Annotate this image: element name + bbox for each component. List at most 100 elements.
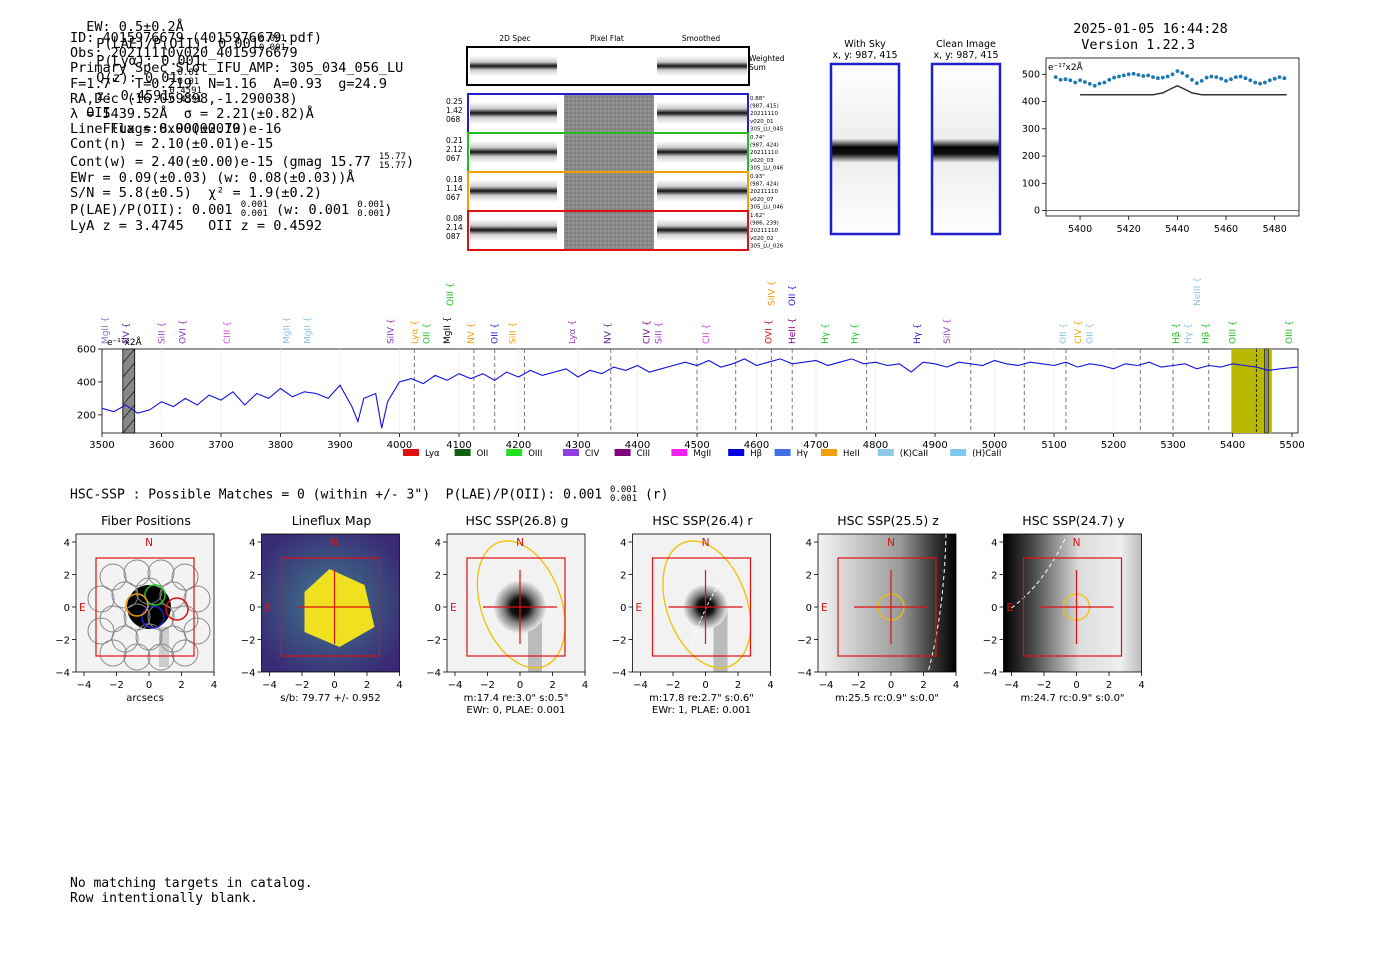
cutout-right-label: 0.93" <box>750 174 765 180</box>
zoom-data-point <box>1185 74 1189 78</box>
hsc-panels: Fiber Positions N E 4 2 0 −2 −4 −4 −2 0 2 4 arcsecs Li… <box>55 513 1144 716</box>
legend-swatch <box>506 449 523 456</box>
weighted-sum-row: Weighted Sum <box>466 46 785 86</box>
with-sky-title: With Sky <box>844 39 886 50</box>
detection-info: ID: 4015976679 (4015976679.pdf) Obs: 202… <box>70 30 414 234</box>
hsc-title: HSC-SSP : Possible Matches = 0 (within +… <box>70 485 669 504</box>
line-id-label: OVI { <box>178 320 188 344</box>
zoom-data-point <box>1126 72 1131 77</box>
cutout-left-label: 0.08 <box>446 214 463 223</box>
sum-label: Sum <box>749 63 766 72</box>
hsc-ytick-label: −2 <box>797 636 812 647</box>
hsc-ytick-label: −4 <box>797 668 812 679</box>
hsc-xtick-label: 0 <box>888 680 894 691</box>
hsc-xtick-label: −4 <box>819 680 834 691</box>
zoom-data-point <box>1272 76 1277 81</box>
zoom-xtick-label: 5460 <box>1214 224 1238 235</box>
hsc-ytick-label: 0 <box>806 603 812 614</box>
version: Version 1.22.3 <box>1081 37 1196 53</box>
line-id-label: MgII { <box>282 317 292 344</box>
cutout-right-label: 20211110 <box>750 189 778 195</box>
header-bar: EW: 0.5±0.2Å P(LAE)/P(OII): 0.0010.001 0.… <box>70 3 286 137</box>
hsc-ytick-label: −4 <box>612 668 627 679</box>
cutout-left-label: 067 <box>446 154 461 163</box>
info-contn: Cont(n) = 2.10(±0.01)e-15 <box>70 136 274 153</box>
hsc-xtick-label: 2 <box>364 680 370 691</box>
cutout-pixel-flat <box>564 212 654 249</box>
hsc-xtick-label: 0 <box>146 680 152 691</box>
zoom-data-point <box>1073 80 1078 85</box>
cutout-right-label: 305_LU_046 <box>750 165 784 171</box>
line-id-label: Hγ { <box>913 323 923 344</box>
east-label: E <box>821 602 828 614</box>
legend-swatch <box>877 449 894 456</box>
zoom-data-point <box>1219 76 1224 81</box>
with-sky-xy: x, y: 987, 415 <box>832 50 897 61</box>
hsc-ytick-label: −4 <box>983 668 998 679</box>
cutout-2d-spec <box>470 102 557 124</box>
hsc-panel: HSC SSP(26.8) g N E 4 2 0 −2 −4 −4 −2 0 2 4 m:17.4 re… <box>426 513 588 716</box>
info-lambda: λ = 5439.52Å σ = 2.21(±0.82)Å <box>70 106 314 123</box>
hsc-xtick-label: −2 <box>666 680 681 691</box>
legend-swatch <box>563 449 579 456</box>
north-label: N <box>702 537 710 549</box>
legend-swatch <box>950 449 967 456</box>
cutout-right-label: 0.88" <box>750 96 765 102</box>
hsc-ytick-label: −4 <box>426 668 441 679</box>
hsc-ytick-label: 0 <box>620 603 626 614</box>
cutout-left-label: 0.21 <box>446 136 463 145</box>
line-id-label: OII { <box>1086 323 1096 344</box>
zoom-ytick-label: 300 <box>1022 124 1040 135</box>
line-id-label: Hβ { <box>1202 323 1212 344</box>
zoom-plot-frame <box>1045 57 1300 217</box>
full-ytick-label: 600 <box>77 345 96 356</box>
full-xtick-label: 3600 <box>149 440 174 451</box>
z-value: z: 0.4591 <box>96 88 170 104</box>
cutout-pixel-flat <box>564 173 654 210</box>
full-xtick-label: 5000 <box>982 440 1007 451</box>
hsc-ytick-label: 2 <box>991 571 997 582</box>
hsc-caption: arcsecs <box>126 693 164 704</box>
legend-label: HeII <box>843 449 860 459</box>
north-label: N <box>145 537 153 549</box>
full-xtick-label: 5100 <box>1041 440 1066 451</box>
cutout-2d-spec <box>470 141 557 163</box>
hsc-ytick-label: 4 <box>249 538 255 549</box>
zoom-data-point <box>1160 75 1165 80</box>
cutout-left-label: 2.14 <box>446 223 463 232</box>
north-label: N <box>887 537 895 549</box>
cutout-frame <box>467 210 749 251</box>
zoom-data-point <box>1209 74 1214 79</box>
hsc-ytick-label: −2 <box>426 636 441 647</box>
zoom-data-point <box>1258 81 1262 86</box>
line-id-label: OII { <box>491 323 501 344</box>
spectra-cutouts: 2D Spec Pixel Flat Smoothed Weighted Sum… <box>446 34 785 251</box>
legend-swatch <box>728 449 745 456</box>
hsc-xtick-label: −4 <box>448 680 463 691</box>
line-id-label: OIII { <box>446 282 456 306</box>
cutout-smoothed <box>657 102 747 124</box>
zoom-data-point <box>1199 79 1204 83</box>
legend-swatch <box>614 449 631 456</box>
full-xtick-label: 5200 <box>1101 440 1126 451</box>
hsc-panel-frame <box>632 533 771 673</box>
zoom-data-point <box>1117 74 1121 79</box>
hsc-ytick-label: 2 <box>435 571 441 582</box>
full-xtick-label: 3500 <box>89 440 114 451</box>
line-id-label: CII { <box>702 324 712 344</box>
full-ytick-label: 400 <box>77 377 96 388</box>
line-id-label: OIII { <box>1285 320 1295 344</box>
spectrum-line <box>101 358 1299 429</box>
legend-label: OIII <box>528 449 542 459</box>
line-id-label: CIII { <box>223 321 233 344</box>
zoom-data-point <box>1156 76 1160 81</box>
north-label: N <box>516 537 524 549</box>
full-xtick-label: 3700 <box>208 440 233 451</box>
plae-errors: 0.001 0.001 <box>258 34 286 53</box>
hsc-panel: HSC SSP(25.5) z N E 4 2 0 −2 −4 −4 −2 0 2 4 m:25.5 rc… <box>797 513 959 704</box>
zoom-xtick-label: 5440 <box>1165 224 1189 235</box>
cutout-2d-spec <box>470 180 557 202</box>
info-plae: P(LAE)/P(OII): 0.001 0.001 0.001 (w: 0.00… <box>70 200 393 220</box>
